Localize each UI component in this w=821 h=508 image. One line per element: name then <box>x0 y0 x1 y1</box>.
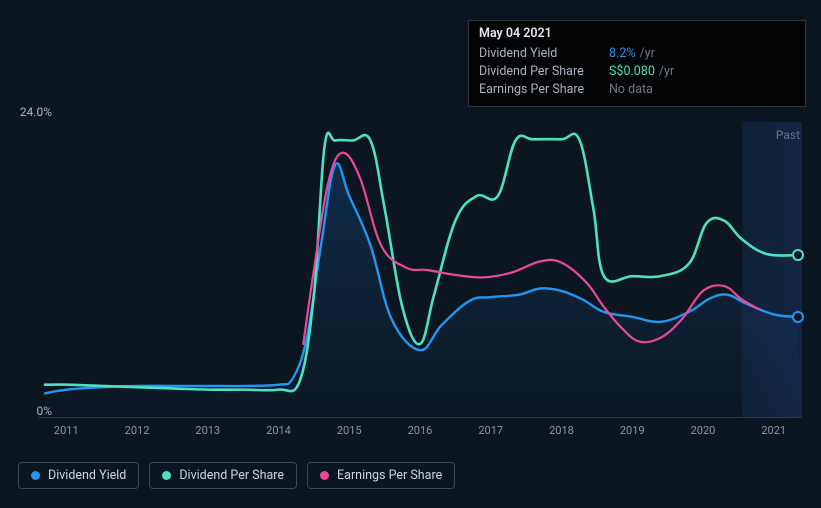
legend-swatch <box>320 471 329 480</box>
tooltip-row-value: S$0.080 <box>609 63 655 81</box>
x-tick: 2016 <box>400 424 440 437</box>
legend-swatch <box>162 471 171 480</box>
legend-label: Dividend Per Share <box>179 468 284 483</box>
x-tick: 2011 <box>46 424 86 437</box>
legend-item-earnings-per-share[interactable]: Earnings Per Share <box>307 462 455 489</box>
legend-item-dividend-per-share[interactable]: Dividend Per Share <box>149 462 297 489</box>
x-tick: 2020 <box>683 424 723 437</box>
x-tick: 2021 <box>754 424 794 437</box>
tooltip-row-label: Dividend Yield <box>479 45 609 63</box>
x-tick: 2017 <box>471 424 511 437</box>
x-tick: 2018 <box>541 424 581 437</box>
tooltip-row-unit: /yr <box>659 63 674 81</box>
dividend_yield-area <box>45 163 798 418</box>
x-tick: 2013 <box>188 424 228 437</box>
chart-tooltip: May 04 2021 Dividend Yield8.2%/yrDividen… <box>468 20 806 107</box>
chart-svg <box>38 122 802 418</box>
tooltip-row-label: Earnings Per Share <box>479 81 609 99</box>
tooltip-row-unit: /yr <box>640 45 655 63</box>
x-tick: 2019 <box>612 424 652 437</box>
dividend_per_share-end-marker <box>792 249 804 261</box>
tooltip-row: Earnings Per ShareNo data <box>479 81 795 99</box>
legend-swatch <box>31 471 40 480</box>
legend-label: Earnings Per Share <box>337 468 442 483</box>
tooltip-row: Dividend Yield8.2% /yr <box>479 45 795 63</box>
legend-label: Dividend Yield <box>48 468 126 483</box>
tooltip-date: May 04 2021 <box>479 25 795 43</box>
x-tick: 2014 <box>259 424 299 437</box>
legend: Dividend Yield Dividend Per Share Earnings… <box>18 462 455 489</box>
plot-area[interactable] <box>38 122 802 418</box>
y-axis-max-label: 24.0% <box>18 105 52 119</box>
tooltip-row-label: Dividend Per Share <box>479 63 609 81</box>
dividend_yield-end-marker <box>792 311 804 323</box>
tooltip-row: Dividend Per ShareS$0.080/yr <box>479 63 795 81</box>
x-tick: 2015 <box>329 424 369 437</box>
tooltip-row-value: 8.2% <box>609 45 636 63</box>
x-tick: 2012 <box>117 424 157 437</box>
tooltip-row-value: No data <box>609 81 653 99</box>
legend-item-dividend-yield[interactable]: Dividend Yield <box>18 462 139 489</box>
